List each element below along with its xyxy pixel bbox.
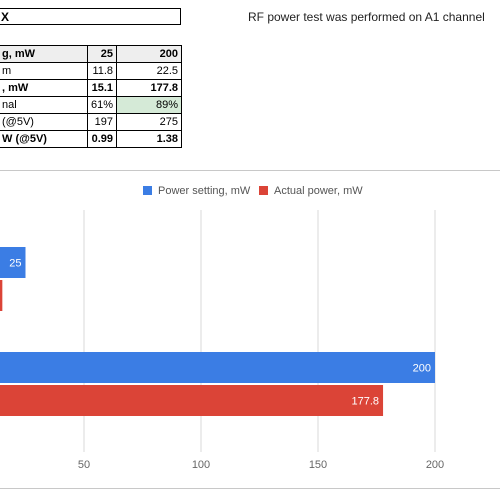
- cell: 61%: [86, 96, 118, 114]
- bar: [0, 385, 384, 416]
- x-tick-label: 100: [192, 459, 210, 471]
- cell: 177.8: [116, 79, 183, 97]
- legend-label: Power setting, mW: [158, 185, 251, 197]
- bar: [0, 280, 3, 311]
- cell: 1.38: [116, 130, 183, 148]
- legend-swatch: [143, 186, 152, 195]
- value-label: 200: [413, 362, 431, 374]
- data-table: g, mW 25 200 m 11.8 22.5 , mW 15.1 177.8 nal 61…: [0, 45, 183, 148]
- value-label: 177.8: [352, 395, 380, 407]
- x-tick-label: 150: [309, 459, 327, 471]
- x-tick-label: 50: [78, 459, 90, 471]
- cell: W (@5V): [0, 130, 88, 148]
- bar: [0, 352, 435, 383]
- value-label: 25: [9, 257, 21, 269]
- title-cell: X: [0, 8, 181, 25]
- x-tick-label: 200: [426, 459, 444, 471]
- bar: [0, 247, 26, 278]
- cell: 89%: [116, 96, 183, 114]
- cell: 25: [86, 45, 118, 63]
- legend-swatch: [259, 186, 268, 195]
- legend-label: Actual power, mW: [274, 185, 363, 197]
- note: RF power test was performed on A1 channe…: [248, 10, 485, 24]
- cell: 11.8: [86, 62, 118, 80]
- cell: 0.99: [86, 130, 118, 148]
- cell: 200: [116, 45, 183, 63]
